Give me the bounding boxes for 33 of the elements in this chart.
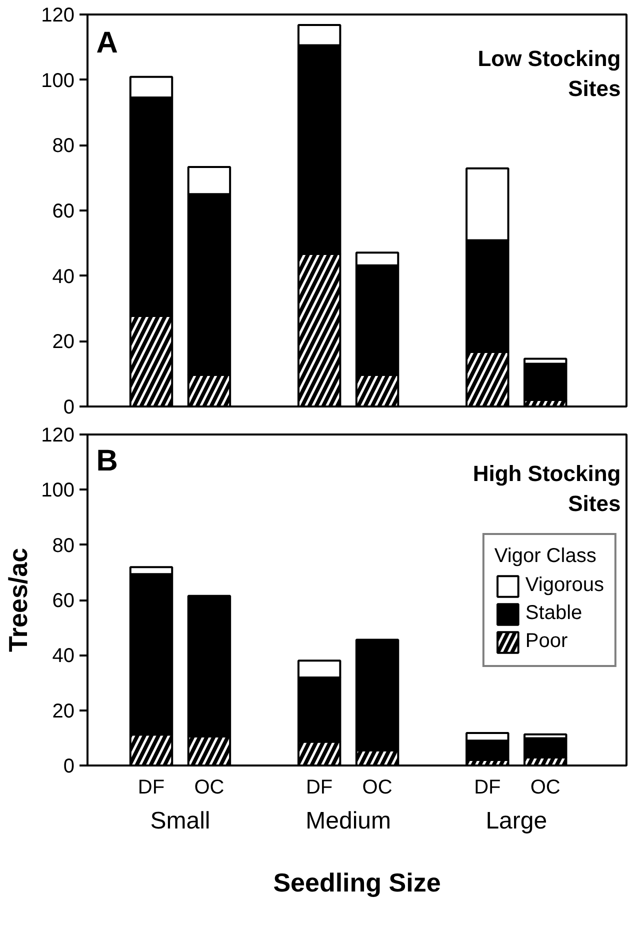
- y-tick-label: 80: [52, 135, 75, 158]
- y-tick-label: 40: [52, 645, 75, 668]
- x-tick-label: OC: [362, 776, 392, 798]
- x-axis-title: Seedling Size: [273, 868, 441, 898]
- x-tick-label: OC: [530, 776, 560, 798]
- legend-label: Poor: [525, 630, 568, 653]
- y-tick-label: 120: [41, 4, 75, 26]
- y-tick-label: 100: [41, 480, 75, 502]
- y-tick-label: 120: [41, 424, 75, 446]
- text: Low Stocking Sites: [478, 46, 621, 101]
- y-tick-label: 60: [52, 590, 75, 612]
- text: High Stocking Sites: [472, 460, 621, 516]
- y-tick-label: 60: [52, 200, 75, 222]
- x-tick-label: OC: [194, 776, 224, 798]
- legend-label: Stable: [525, 602, 582, 625]
- chart-title: A: [96, 26, 118, 60]
- text: Large: [486, 808, 548, 834]
- text: Medium: [306, 808, 391, 834]
- y-tick-label: 20: [52, 700, 75, 722]
- x-tick-label: DF: [306, 776, 333, 798]
- y-axis-title: Trees/ac: [3, 548, 34, 652]
- y-tick-label: 20: [52, 331, 75, 354]
- x-tick-label: DF: [138, 776, 165, 798]
- y-tick-label: 80: [52, 534, 75, 557]
- legend-label: Vigorous: [525, 574, 604, 597]
- y-tick-label: 40: [52, 266, 75, 288]
- x-tick-label: DF: [474, 776, 501, 798]
- y-tick-label: 0: [63, 756, 74, 778]
- y-tick-label: 100: [41, 70, 75, 92]
- y-tick-label: 0: [63, 396, 74, 418]
- text: Small: [150, 808, 210, 834]
- chart-title: B: [96, 444, 118, 478]
- legend-title: Vigor Class: [494, 544, 598, 568]
